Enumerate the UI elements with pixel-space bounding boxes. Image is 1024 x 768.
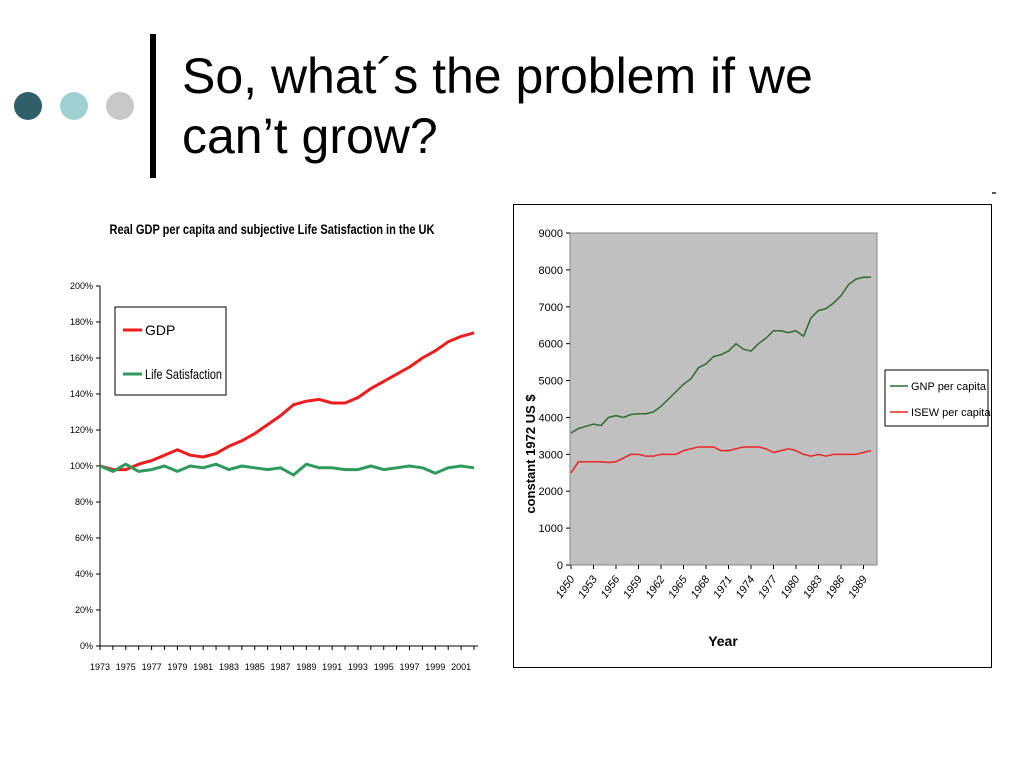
y-axis-ticks: 0% 20% 40% 60% 80% 100% 120% 140% 160% 180% 200% (70, 281, 100, 651)
legend-box (884, 369, 989, 427)
y-tick-label: 140% (70, 389, 93, 399)
y-tick-label: 9000 (539, 228, 563, 240)
y-tick-label: 200% (70, 281, 93, 291)
x-tick-label: 1995 (374, 662, 394, 672)
y-tick-label: 5000 (539, 376, 563, 388)
y-tick-label: 3000 (539, 449, 563, 461)
y-tick-label: 7000 (539, 302, 563, 314)
x-tick-label: 1985 (245, 662, 265, 672)
y-tick-label: 40% (75, 569, 93, 579)
legend-label-gdp: GDP (145, 322, 175, 338)
legend-box (114, 306, 227, 396)
x-tick-label: 1999 (425, 662, 445, 672)
slide-title: So, what´s the problem if we can’t grow? (182, 46, 982, 166)
accent-dot-grey (106, 92, 134, 120)
y-tick-label: 0 (557, 560, 563, 572)
series-line-life-satisfaction (99, 462, 475, 477)
x-tick-label: 1983 (219, 662, 239, 672)
y-tick-label: 60% (75, 533, 93, 543)
x-tick-label: 1989 (296, 662, 316, 672)
y-axis-ticks: 0 1000 2000 3000 4000 5000 6000 7000 8000 9000 (539, 228, 570, 572)
chart-legend: GDP Life Satisfaction (114, 306, 227, 396)
x-tick-label: 2001 (451, 662, 471, 672)
y-tick-label: 1000 (539, 523, 563, 535)
y-tick-label: 2000 (539, 486, 563, 498)
x-tick-label: 1979 (167, 662, 187, 672)
x-tick-label: 1997 (400, 662, 420, 672)
series-line-isew-per-capita (570, 446, 872, 474)
y-tick-label: 100% (70, 461, 93, 471)
x-axis-ticks: 1973 1975 1977 1979 1981 1983 1985 1987 1989 1991… (90, 646, 475, 672)
x-tick-label: 1977 (142, 662, 162, 672)
legend-label-isew: ISEW per capita (911, 407, 991, 419)
slide-bullet-dots (14, 92, 134, 122)
x-axis-label: Year (708, 633, 738, 649)
chart-title: Real GDP per capita and subjective Life … (110, 221, 435, 237)
series-line-gnp-per-capita (570, 276, 871, 434)
slide-title-line-2: can’t grow? (182, 108, 438, 164)
chart-series-lines (99, 331, 475, 477)
chart-legend: GNP per capita ISEW per capita (884, 369, 991, 427)
chart-series-lines (570, 276, 872, 474)
slide-title-line-1: So, what´s the problem if we (182, 48, 813, 104)
legend-label-life-satisfaction: Life Satisfaction (145, 366, 222, 382)
y-tick-label: 8000 (539, 265, 563, 277)
series-line-gdp (99, 331, 475, 472)
y-tick-label: 80% (75, 497, 93, 507)
x-tick-label: 1993 (348, 662, 368, 672)
y-tick-label: 180% (70, 317, 93, 327)
legend-label-gnp: GNP per capita (911, 381, 987, 393)
accent-dot-dark (14, 92, 42, 120)
plot-area (569, 232, 878, 566)
y-tick-label: 0% (80, 641, 93, 651)
y-tick-label: 120% (70, 425, 93, 435)
y-tick-label: 160% (70, 353, 93, 363)
x-tick-label: 1973 (90, 662, 110, 672)
y-tick-label: 20% (75, 605, 93, 615)
decorative-mark (992, 192, 996, 194)
x-tick-label: 1991 (322, 662, 342, 672)
y-tick-label: 6000 (539, 339, 563, 351)
y-tick-label: 4000 (539, 412, 563, 424)
x-tick-label: 1975 (116, 662, 136, 672)
y-axis-label: constant 1972 US $ (523, 394, 538, 514)
gdp-life-satisfaction-chart: Real GDP per capita and subjective Life … (70, 221, 478, 672)
x-tick-label: 1987 (271, 662, 291, 672)
accent-dot-teal (60, 92, 88, 120)
x-tick-label: 1981 (193, 662, 213, 672)
title-divider-bar (150, 34, 156, 178)
